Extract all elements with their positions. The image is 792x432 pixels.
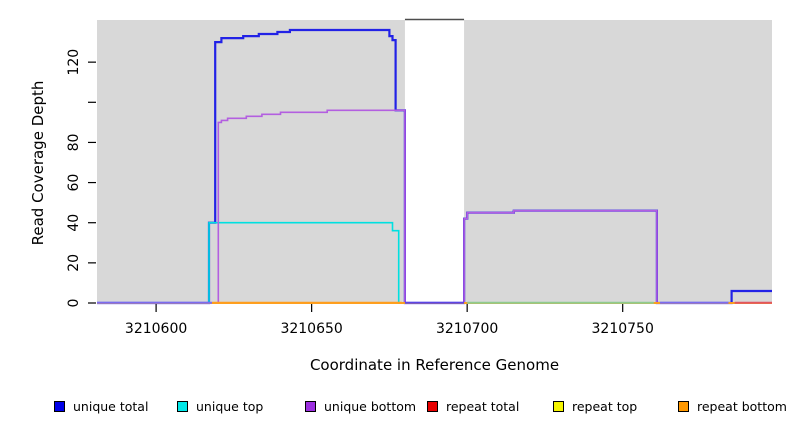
legend-label: unique bottom [324,398,417,414]
legend-item-repeat-total: repeat total [427,397,519,415]
plot-shaded-region [464,20,772,303]
legend-label: repeat total [446,398,520,414]
legend-label: unique top [196,398,264,414]
x-tick-label: 3210600 [125,321,187,337]
legend-item-unique-total: unique total [54,397,148,415]
legend-swatch-repeat-bottom [678,400,689,412]
x-tick-label: 3210750 [592,321,654,337]
legend-label: repeat bottom [697,398,787,414]
legend-item-repeat-bottom: repeat bottom [678,397,787,415]
y-tick-label: 20 [66,254,82,272]
series-line-unique-bottom [97,109,772,304]
y-tick-label: 60 [66,174,82,192]
legend-item-unique-top: unique top [177,397,263,415]
series-line-unique-top [97,221,772,304]
legend-label: repeat top [572,398,638,414]
x-tick-label: 3210700 [436,321,498,337]
plot-shaded-region [97,20,405,303]
chart-legend: unique total unique top unique bottom repea… [0,397,792,419]
y-axis-title: Read Coverage Depth [29,80,47,246]
y-tick-label: 0 [66,299,82,308]
y-tick-label: 120 [66,49,82,76]
legend-swatch-repeat-total [427,400,438,412]
legend-swatch-unique-bottom [305,400,316,412]
x-axis-title: Coordinate in Reference Genome [309,356,560,374]
y-tick-label: 80 [66,134,82,152]
legend-item-repeat-top: repeat top [553,397,637,415]
y-tick-label: 40 [66,214,82,232]
legend-item-unique-bottom: unique bottom [305,397,416,415]
legend-swatch-repeat-top [553,400,564,412]
legend-swatch-unique-total [54,400,65,412]
coverage-plot-canvas: 3210600 3210650 3210700 3210750 0 20 40 60 80 120 [66,18,772,337]
x-tick-label: 3210650 [280,321,342,337]
legend-label: unique total [73,398,149,414]
legend-swatch-unique-top [177,400,188,412]
